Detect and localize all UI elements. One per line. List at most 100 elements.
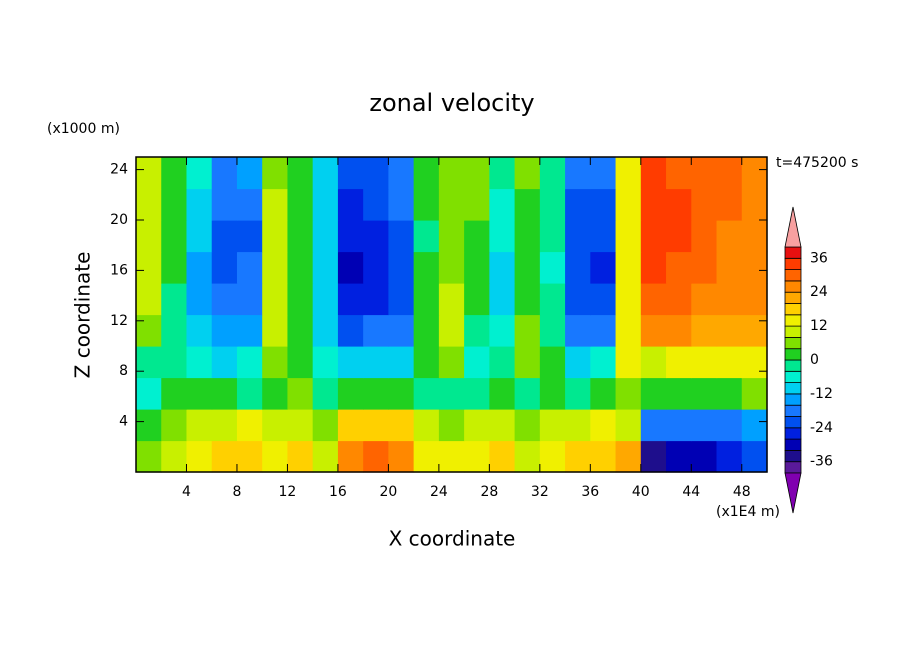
contour-cell — [363, 440, 389, 473]
contour-cell — [186, 377, 213, 410]
contour-cell — [287, 251, 314, 284]
contour-cell — [666, 440, 692, 473]
x-tick-label: 16 — [329, 484, 347, 500]
contour-cell — [413, 283, 440, 316]
time-annotation: t=475200 s — [776, 155, 858, 171]
contour-cell — [413, 314, 440, 347]
contour-cell — [489, 346, 516, 379]
contour-cell — [287, 157, 314, 190]
contour-cell — [691, 409, 718, 442]
contour-cell — [186, 157, 213, 190]
contour-cell — [590, 188, 617, 221]
colorbar-box — [784, 280, 802, 293]
contour-cell — [236, 220, 263, 253]
contour-cell — [565, 440, 591, 473]
contour-cell — [464, 440, 490, 473]
contour-cell — [640, 188, 667, 221]
contour-cell — [136, 251, 162, 284]
colorbar-box — [784, 269, 802, 282]
contour-cell — [186, 188, 213, 221]
contour-cell — [438, 220, 465, 253]
contour-cell — [161, 220, 188, 253]
contour-cell — [590, 251, 617, 284]
contour-cell — [666, 283, 692, 316]
contour-cell — [312, 251, 339, 284]
contour-cell — [464, 409, 490, 442]
contour-cell — [666, 188, 692, 221]
contour-cell — [615, 188, 642, 221]
colorbar-box — [784, 336, 802, 350]
contour-cell — [262, 314, 289, 347]
contour-cell — [565, 220, 591, 253]
contour-cell — [666, 251, 692, 284]
contour-cell — [489, 314, 516, 347]
contour-cell — [438, 188, 465, 221]
contour-cell — [565, 377, 591, 410]
contour-cell — [691, 157, 718, 190]
contour-cell — [716, 346, 743, 379]
contour-cell — [388, 346, 415, 379]
contour-cell — [236, 409, 263, 442]
contour-cell — [489, 283, 516, 316]
y-tick-label: 16 — [110, 262, 128, 278]
contour-cell — [312, 220, 339, 253]
contour-cell — [590, 440, 617, 473]
contour-cell — [615, 314, 642, 347]
contour-cell — [236, 314, 263, 347]
x-tick-label: 24 — [430, 484, 448, 500]
contour-cell — [640, 251, 667, 284]
contour-cell — [640, 283, 667, 316]
contour-cell — [287, 346, 314, 379]
contour-cell — [565, 409, 591, 442]
contour-cell — [666, 346, 692, 379]
colorbar-box — [784, 416, 802, 429]
contour-cell — [590, 283, 617, 316]
colorbar-box — [784, 438, 802, 451]
contour-cell — [590, 409, 617, 442]
contour-cell — [363, 220, 389, 253]
colorbar-label: 0 — [810, 352, 819, 368]
contour-cell — [691, 188, 718, 221]
contour-cell — [236, 283, 263, 316]
contour-cell — [211, 157, 238, 190]
contour-cell — [514, 220, 541, 253]
contour-cell — [262, 157, 289, 190]
contour-cell — [413, 157, 440, 190]
contour-cell — [186, 314, 213, 347]
x-tick-label: 20 — [379, 484, 397, 500]
contour-cell — [741, 377, 768, 410]
contour-cell — [388, 440, 415, 473]
contour-cell — [136, 283, 162, 316]
contour-cell — [514, 409, 541, 442]
colorbar-extension — [784, 206, 802, 248]
contour-cell — [590, 346, 617, 379]
contour-cell — [186, 409, 213, 442]
contour-cell — [262, 409, 289, 442]
contour-cell — [262, 440, 289, 473]
contour-cell — [211, 220, 238, 253]
contour-cell — [287, 188, 314, 221]
y-tick-label: 8 — [119, 363, 128, 379]
colorbar-extension — [784, 472, 802, 514]
contour-cell — [514, 314, 541, 347]
contour-cell — [287, 440, 314, 473]
contour-cell — [136, 346, 162, 379]
contour-cell — [136, 377, 162, 410]
contour-cell — [539, 188, 566, 221]
contour-cell — [186, 251, 213, 284]
x-axis-label: X coordinate — [389, 527, 516, 551]
contour-cell — [136, 220, 162, 253]
contour-cell — [211, 314, 238, 347]
contour-cell — [640, 346, 667, 379]
contour-cell — [161, 346, 188, 379]
contour-cell — [438, 377, 465, 410]
contour-cell — [363, 346, 389, 379]
contour-cell — [211, 409, 238, 442]
contour-cell — [337, 220, 364, 253]
x-tick-label: 8 — [232, 484, 241, 500]
colorbar-label: 36 — [810, 250, 828, 266]
contour-cell — [565, 188, 591, 221]
colorbar-box — [784, 325, 802, 338]
contour-cell — [741, 188, 768, 221]
contour-cell — [741, 157, 768, 190]
